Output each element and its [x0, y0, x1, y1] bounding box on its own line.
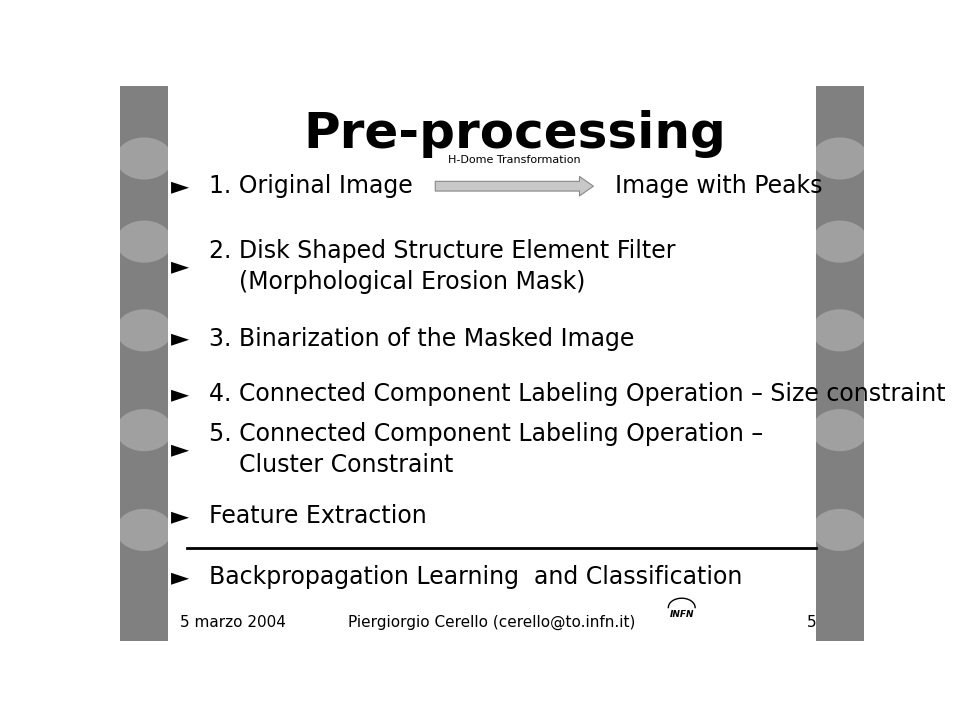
- Text: 5. Connected Component Labeling Operation –
    Cluster Constraint: 5. Connected Component Labeling Operatio…: [209, 422, 763, 477]
- Text: ►: ►: [171, 382, 188, 406]
- Text: ►: ►: [171, 174, 188, 198]
- Text: INFN: INFN: [669, 610, 694, 618]
- Text: ►: ►: [171, 504, 188, 528]
- Text: Feature Extraction: Feature Extraction: [209, 504, 427, 528]
- Text: Pre-processing: Pre-processing: [303, 109, 726, 158]
- Text: ►: ►: [171, 565, 188, 589]
- Text: 1. Original Image: 1. Original Image: [209, 174, 413, 198]
- Circle shape: [811, 220, 868, 263]
- Text: 2. Disk Shaped Structure Element Filter
    (Morphological Erosion Mask): 2. Disk Shaped Structure Element Filter …: [209, 239, 676, 294]
- FancyArrowPatch shape: [435, 176, 593, 196]
- Text: 4. Connected Component Labeling Operation – Size constraint: 4. Connected Component Labeling Operatio…: [209, 382, 946, 406]
- Text: H-Dome Transformation: H-Dome Transformation: [448, 155, 581, 165]
- Circle shape: [811, 138, 868, 179]
- Text: 5 marzo 2004: 5 marzo 2004: [180, 615, 285, 630]
- Circle shape: [116, 310, 173, 351]
- Circle shape: [116, 509, 173, 551]
- Text: ►: ►: [171, 438, 188, 462]
- Text: Backpropagation Learning  and Classification: Backpropagation Learning and Classificat…: [209, 565, 743, 589]
- Text: 5: 5: [807, 615, 817, 630]
- Text: Piergiorgio Cerello (cerello@to.infn.it): Piergiorgio Cerello (cerello@to.infn.it): [348, 615, 636, 630]
- Circle shape: [811, 509, 868, 551]
- Circle shape: [116, 220, 173, 263]
- Text: ►: ►: [171, 255, 188, 279]
- Bar: [120, 86, 168, 641]
- Circle shape: [116, 138, 173, 179]
- Circle shape: [811, 310, 868, 351]
- Bar: [168, 86, 816, 641]
- Circle shape: [811, 409, 868, 451]
- Bar: [816, 86, 864, 641]
- Text: 3. Binarization of the Masked Image: 3. Binarization of the Masked Image: [209, 327, 635, 351]
- Text: Image with Peaks: Image with Peaks: [615, 174, 823, 198]
- Circle shape: [116, 409, 173, 451]
- Text: ►: ►: [171, 327, 188, 351]
